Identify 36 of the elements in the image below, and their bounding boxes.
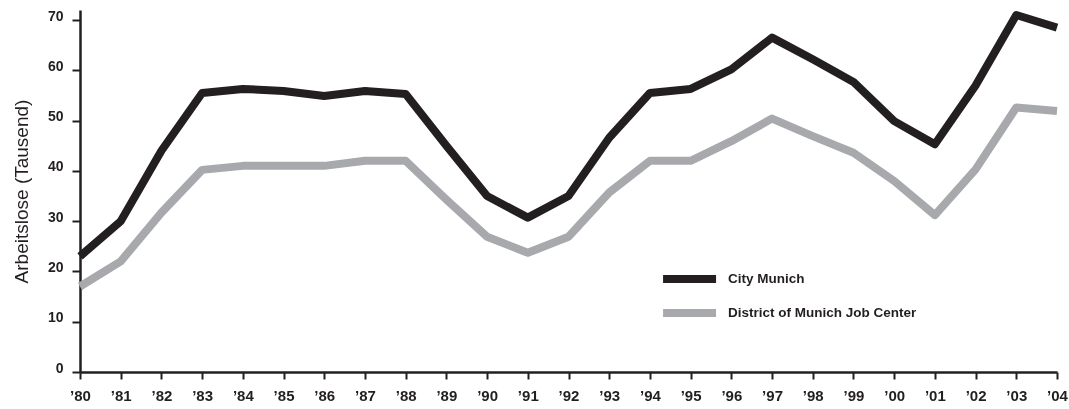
x-tick-label: ’97: [762, 386, 783, 404]
x-tick-label: ’88: [395, 386, 417, 404]
x-tick-label: ’91: [517, 386, 539, 404]
y-axis-title: Arbeitslose (Tausend): [10, 99, 32, 284]
y-tick-label: 60: [47, 57, 64, 74]
x-tick-label: ’03: [1006, 386, 1028, 404]
x-tick-label: ’99: [843, 386, 865, 404]
x-tick-label: ’96: [721, 386, 743, 404]
y-tick-label: 0: [55, 359, 64, 376]
x-tick-label: ’01: [924, 386, 946, 404]
x-tick-label: ’81: [110, 386, 132, 404]
y-tick-label: 70: [47, 7, 64, 24]
y-tick-label: 30: [47, 208, 64, 225]
x-tick-label: ’90: [477, 386, 499, 404]
x-tick-label: ’98: [802, 386, 824, 404]
x-tick-label: ’83: [192, 386, 214, 404]
x-tick-label: ’92: [558, 386, 580, 404]
x-tick-label: ’93: [599, 386, 621, 404]
x-tick-label: ’02: [965, 386, 987, 404]
x-tick-label: ’00: [884, 386, 906, 404]
legend-label: District of Munich Job Center: [728, 304, 918, 320]
x-tick-label: ’95: [680, 386, 702, 404]
x-tick-label: ’86: [314, 386, 336, 404]
legend-label: City Munich: [728, 270, 805, 286]
x-tick-label: ’94: [639, 386, 662, 404]
x-tick-label: ’84: [232, 386, 255, 404]
x-tick-label: ’89: [436, 386, 458, 404]
y-tick-label: 10: [47, 309, 64, 326]
y-tick-label: 50: [47, 108, 64, 125]
x-tick-label: ’82: [151, 386, 173, 404]
y-tick-label: 20: [47, 258, 64, 275]
x-tick-label: ’04: [1047, 386, 1069, 404]
y-tick-label: 40: [47, 158, 64, 175]
x-tick-label: ’87: [355, 386, 376, 404]
x-tick-label: ’85: [273, 386, 295, 404]
x-tick-label: ’80: [70, 386, 91, 404]
